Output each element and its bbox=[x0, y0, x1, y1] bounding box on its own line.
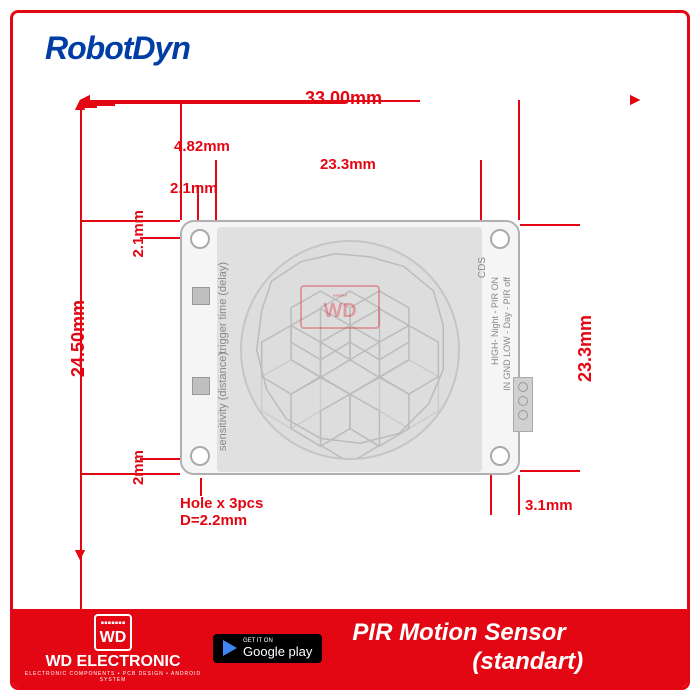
pot-trigger bbox=[192, 287, 210, 305]
google-play-badge[interactable]: GET IT ON Google play bbox=[213, 634, 322, 663]
wd-sub-text: ELECTRONIC COMPONENTS • PCB DESIGN • AND… bbox=[13, 671, 213, 683]
dim-text: 2.1mm bbox=[130, 210, 147, 258]
dim-hole-bottom bbox=[80, 380, 82, 395]
play-icon bbox=[223, 640, 237, 656]
dim-text: 2.1mm bbox=[170, 180, 218, 197]
dim-text: 24.50mm bbox=[68, 300, 89, 377]
ext-line bbox=[518, 475, 520, 515]
label-cds: CDS bbox=[477, 257, 488, 278]
ext-line bbox=[490, 475, 492, 515]
ext-line bbox=[480, 160, 482, 220]
wd-logo: ▪▪▪▪▪▪▪WD WD ELECTRONIC ELECTRONIC COMPO… bbox=[13, 614, 213, 683]
dim-text: 33.00mm bbox=[305, 88, 382, 109]
dim-right-height bbox=[80, 395, 82, 641]
hole-note-l2: D=2.2mm bbox=[180, 512, 247, 529]
ext-line bbox=[520, 224, 580, 226]
hole-note-l1: Hole x 3pcs bbox=[180, 495, 263, 512]
hole-leader bbox=[200, 478, 202, 496]
brand-logo: RobotDyn bbox=[45, 30, 190, 67]
dim-text: 23.3mm bbox=[320, 156, 376, 173]
title-l1: PIR Motion Sensor bbox=[352, 619, 565, 646]
ext-line bbox=[520, 470, 580, 472]
pin-header bbox=[513, 377, 533, 432]
product-title: PIR Motion Sensor (standart) bbox=[322, 619, 687, 677]
label-sensitivity: sensitivity (distance) bbox=[217, 352, 229, 451]
label-high: HIGH- Night - PIR ON bbox=[490, 277, 500, 365]
fresnel-lens bbox=[240, 240, 460, 460]
gplay-main: Google play bbox=[243, 644, 312, 659]
dim-text: 2mm bbox=[130, 450, 147, 485]
dim-text: 23.3mm bbox=[575, 315, 596, 382]
hole-icon bbox=[190, 446, 210, 466]
label-pins: IN GND LOW - Day - PIR off bbox=[502, 277, 512, 391]
pot-sensitivity bbox=[192, 377, 210, 395]
hole-icon bbox=[190, 229, 210, 249]
dim-text: 4.82mm bbox=[174, 138, 230, 155]
watermark: ▪▪▪▪▪ WD bbox=[300, 285, 380, 345]
ext-line bbox=[518, 100, 520, 220]
ext-line bbox=[180, 100, 182, 220]
dim-text: 3.1mm bbox=[525, 497, 573, 514]
wd-brand-text: WD ELECTRONIC bbox=[13, 653, 213, 671]
title-l2: (standart) bbox=[352, 648, 583, 675]
hole-icon bbox=[490, 446, 510, 466]
hole-note: Hole x 3pcs D=2.2mm bbox=[180, 495, 263, 529]
label-trigger: trigger time (delay) bbox=[217, 262, 229, 354]
hole-icon bbox=[490, 229, 510, 249]
footer-bar: ▪▪▪▪▪▪▪WD WD ELECTRONIC ELECTRONIC COMPO… bbox=[13, 609, 687, 687]
